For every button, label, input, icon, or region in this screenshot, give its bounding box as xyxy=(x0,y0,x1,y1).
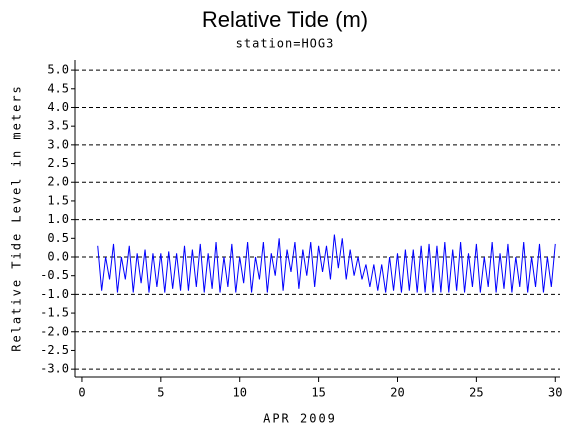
y-tick-label: -1.5 xyxy=(40,306,69,320)
y-tick-label: 1.5 xyxy=(47,193,69,207)
y-tick-label: 0.5 xyxy=(47,231,69,245)
y-tick-label: -0.5 xyxy=(40,268,69,282)
y-tick-label: 4.0 xyxy=(47,100,69,114)
y-tick-label: -2.0 xyxy=(40,324,69,338)
y-tick-label: 0.0 xyxy=(47,250,69,264)
x-tick-label: 0 xyxy=(78,386,85,400)
y-tick-label: -2.5 xyxy=(40,343,69,357)
x-tick-label: 5 xyxy=(157,386,164,400)
y-tick-label: -3.0 xyxy=(40,362,69,376)
x-tick-label: 30 xyxy=(548,386,562,400)
tide-line xyxy=(97,234,556,293)
y-tick-label: 4.5 xyxy=(47,81,69,95)
y-tick-label: 3.0 xyxy=(47,137,69,151)
y-tick-label: 3.5 xyxy=(47,119,69,133)
x-tick-label: 25 xyxy=(469,386,483,400)
y-tick-label: 1.0 xyxy=(47,212,69,226)
y-tick-label: 5.0 xyxy=(47,63,69,77)
x-tick-label: 10 xyxy=(232,386,246,400)
y-tick-label: -1.0 xyxy=(40,287,69,301)
chart-title: Relative Tide (m) xyxy=(202,7,368,32)
x-axis-label: APR 2009 xyxy=(263,412,337,426)
y-tick-label: 2.5 xyxy=(47,156,69,170)
chart-subtitle: station=HOG3 xyxy=(236,37,335,51)
y-axis-label: Relative Tide Level in meters xyxy=(10,84,24,352)
y-tick-label: 2.0 xyxy=(47,175,69,189)
x-tick-label: 15 xyxy=(311,386,325,400)
x-tick-label: 20 xyxy=(390,386,404,400)
